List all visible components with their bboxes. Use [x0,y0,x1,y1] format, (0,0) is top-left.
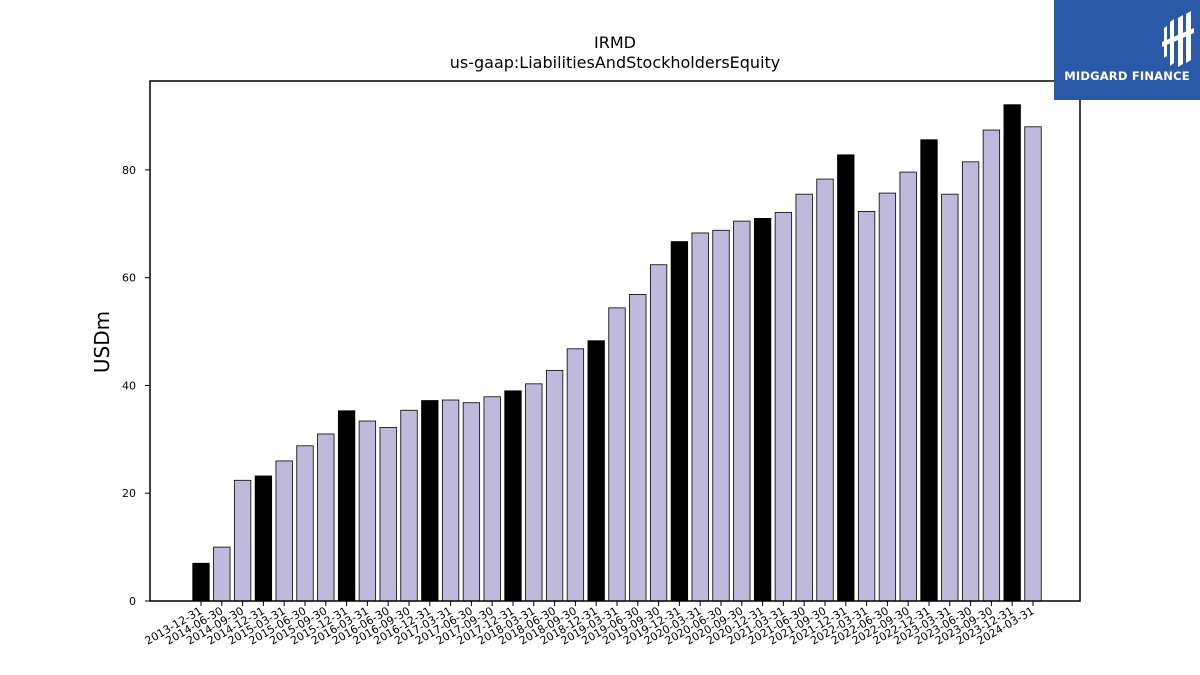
y-tick-label: 0 [129,595,136,608]
bar-2021-03-31 [774,212,793,602]
bar-2024-03-31 [1024,126,1042,602]
bar-2015-12-31 [337,410,356,602]
bar-2022-09-30 [899,171,917,602]
bar-2021-06-30 [795,193,813,602]
bar-2018-12-31 [587,340,605,602]
bar-2014-12-31 [254,475,273,602]
bar-2018-03-31 [525,383,543,602]
midgard-finance-logo: MIDGARD FINANCE [1054,0,1200,100]
bar-2015-06-30 [296,445,314,602]
bar-2017-03-31 [441,399,460,602]
bar-2014-06-30 [213,546,231,602]
midgard-logo-icon [1162,11,1194,67]
bar-2023-06-30 [961,161,980,602]
bar-2020-09-30 [733,220,751,602]
bar-2017-06-30 [462,402,481,602]
bar-2017-12-31 [504,390,522,602]
plot-frame [149,80,1081,602]
bar-2017-09-30 [483,396,501,602]
bar-2016-03-31 [358,420,377,602]
bar-2016-09-30 [400,409,418,602]
bar-2019-06-30 [629,293,647,602]
bar-2020-12-31 [753,218,772,602]
bar-2020-03-31 [691,232,709,602]
bars-group [192,104,1042,602]
bar-2022-12-31 [920,139,938,602]
bar-2016-12-31 [421,400,439,602]
bar-2019-03-31 [608,307,626,602]
bar-2023-12-31 [1003,104,1021,602]
bar-2019-12-31 [670,241,689,602]
bar-2022-06-30 [878,192,897,602]
bar-2023-09-30 [982,129,1001,602]
bar-2022-03-31 [857,210,876,602]
y-axis-ticks: 0 20 40 60 80 [122,164,150,608]
bar-2023-03-31 [941,193,959,602]
bar-2021-12-31 [837,154,855,602]
bar-2020-06-30 [712,229,730,602]
bar-2018-09-30 [566,348,585,602]
x-axis-ticks: 2013-12-312014-06-302014-09-302014-12-31… [143,601,1037,648]
bar-2014-09-30 [233,479,252,602]
bar-2013-12-31 [192,562,210,602]
y-tick-label: 60 [122,272,136,285]
y-tick-label: 40 [122,379,136,392]
bar-2021-09-30 [816,178,834,602]
y-tick-label: 80 [122,164,136,177]
logo-text: MIDGARD FINANCE [1064,69,1190,83]
chart-title: IRMD [594,33,636,52]
bar-2018-06-30 [545,369,564,602]
y-tick-label: 20 [122,487,136,500]
y-axis-label: USDm [90,311,114,373]
bar-2016-06-30 [379,427,397,602]
bar-2015-09-30 [317,433,335,602]
bar-2015-03-31 [275,460,293,602]
bar-2019-09-30 [649,264,668,602]
chart-subtitle: us-gaap:LiabilitiesAndStockholdersEquity [450,53,781,72]
